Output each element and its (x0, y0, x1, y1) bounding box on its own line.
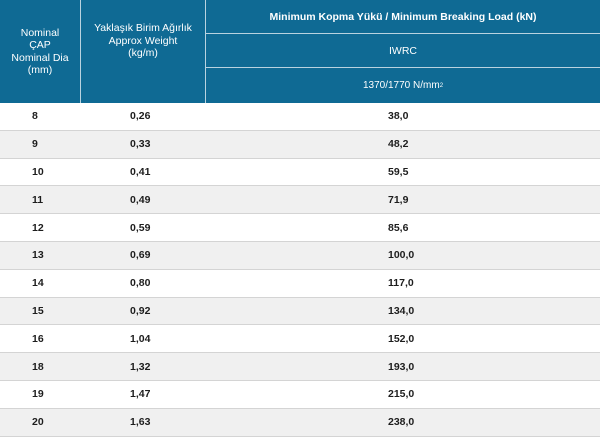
weight-cell: 0,92 (130, 304, 151, 317)
breaking-load-cell: 215,0 (388, 388, 415, 401)
header-approx-weight: Yaklaşık Birim Ağırlık Approx Weight (kg… (81, 0, 205, 103)
diameter-cell: 19 (32, 388, 44, 401)
header-nominal-line: Nominal Dia (11, 51, 69, 64)
weight-cell: 0,49 (130, 193, 151, 206)
header-weight-line: (kg/m) (128, 47, 158, 59)
weight-cell: 1,47 (130, 388, 151, 401)
header-nominal-diameter: Nominal ÇAP Nominal Dia (mm) (0, 0, 80, 103)
breaking-load-cell: 152,0 (388, 332, 415, 345)
diameter-cell: 10 (32, 165, 44, 178)
weight-cell: 0,59 (130, 221, 151, 234)
header-weight-line: Yaklaşık Birim Ağırlık (94, 22, 192, 34)
header-nominal-line: (mm) (27, 64, 53, 76)
weight-cell: 1,63 (130, 416, 151, 429)
table-row: 15 0,92 134,0 (0, 297, 600, 326)
table-row: 13 0,69 100,0 (0, 241, 600, 270)
breaking-load-cell: 71,9 (388, 193, 409, 206)
diameter-cell: 12 (32, 221, 44, 234)
diameter-cell: 9 (32, 138, 38, 151)
table-row: 11 0,49 71,9 (0, 186, 600, 215)
diameter-cell: 13 (32, 249, 44, 262)
weight-cell: 1,32 (130, 360, 151, 373)
header-grade-superscript: 2 (439, 82, 444, 89)
weight-cell: 1,04 (130, 332, 151, 345)
breaking-load-cell: 193,0 (388, 360, 415, 373)
diameter-cell: 11 (32, 193, 44, 206)
header-grade-text: 1370/1770 N/mm (362, 80, 440, 91)
header-divider (206, 33, 600, 34)
table-row: 16 1,04 152,0 (0, 325, 600, 354)
breaking-load-cell: 117,0 (388, 277, 414, 290)
table-row: 18 1,32 193,0 (0, 353, 600, 381)
header-divider (80, 0, 81, 103)
breaking-load-cell: 38,0 (388, 110, 409, 123)
breaking-load-cell: 59,5 (388, 165, 409, 178)
table-row: 10 0,41 59,5 (0, 159, 600, 187)
breaking-load-cell: 134,0 (388, 304, 415, 317)
header-grade: 1370/1770 N/mm 2 (206, 68, 600, 103)
weight-cell: 0,26 (130, 110, 151, 123)
diameter-cell: 8 (32, 110, 38, 123)
weight-cell: 0,33 (130, 138, 151, 151)
weight-cell: 0,69 (130, 249, 151, 262)
header-nominal-line: Nominal (20, 26, 60, 39)
breaking-load-cell: 85,6 (388, 221, 409, 234)
header-nominal-line: ÇAP (29, 39, 51, 51)
breaking-load-cell: 100,0 (388, 249, 415, 262)
diameter-cell: 18 (32, 360, 44, 373)
diameter-cell: 16 (32, 332, 44, 345)
header-divider (206, 67, 600, 68)
table-row: 19 1,47 215,0 (0, 381, 600, 409)
breaking-load-cell: 48,2 (388, 138, 409, 151)
weight-cell: 0,80 (130, 277, 151, 290)
table-row: 9 0,33 48,2 (0, 130, 600, 159)
table-row: 14 0,80 117,0 (0, 270, 600, 298)
diameter-cell: 20 (32, 416, 44, 429)
diameter-cell: 14 (32, 277, 44, 290)
table-row: 8 0,26 38,0 (0, 103, 600, 131)
weight-cell: 0,41 (130, 165, 151, 178)
header-min-breaking-load: Minimum Kopma Yükü / Minimum Breaking Lo… (269, 10, 537, 23)
table-body: 8 0,26 38,0 9 0,33 48,2 10 0,41 59,5 11 0,49 71,9 12… (0, 103, 600, 437)
table-header: Nominal ÇAP Nominal Dia (mm) Yaklaşık Bi… (0, 0, 600, 103)
diameter-cell: 15 (32, 304, 44, 317)
header-divider (205, 0, 206, 103)
table-row: 20 1,63 238,0 (0, 408, 600, 437)
table-row: 12 0,59 85,6 (0, 214, 600, 242)
header-weight-line: Approx Weight (108, 34, 178, 47)
breaking-load-cell: 238,0 (388, 416, 415, 429)
header-core-type: IWRC (389, 44, 417, 57)
